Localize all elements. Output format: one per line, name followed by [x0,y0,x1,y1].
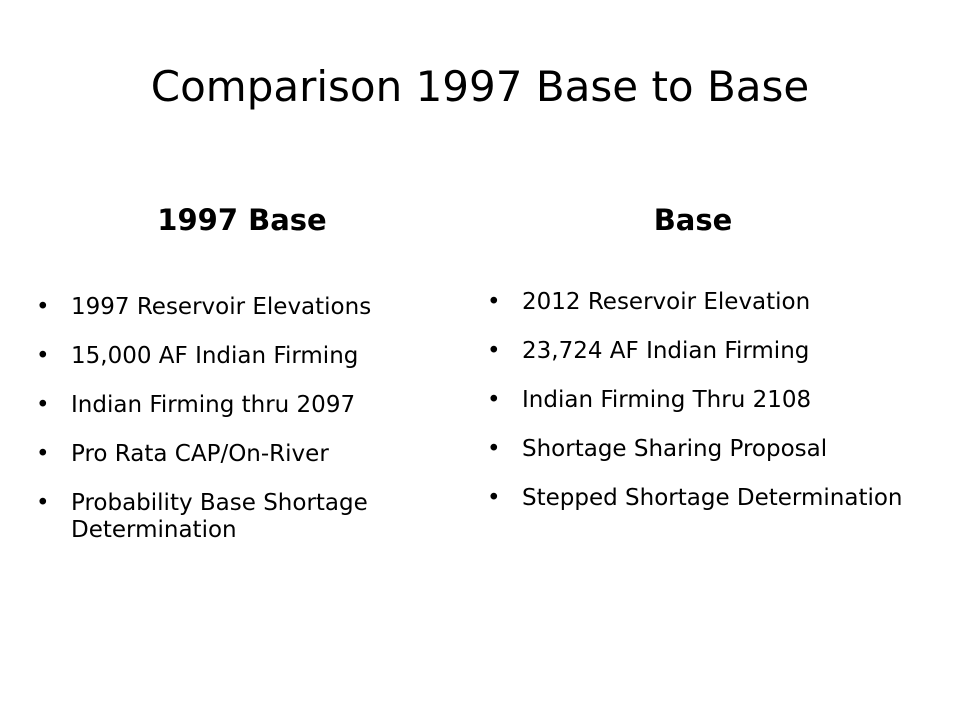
bullet-list: 2012 Reservoir Elevation 23,724 AF Indian… [483,289,903,512]
bullet-item: 1997 Reservoir Elevations [32,294,452,321]
bullet-item: Shortage Sharing Proposal [483,436,903,463]
bullet-item: 2012 Reservoir Elevation [483,289,903,316]
column-heading: 1997 Base [157,203,327,237]
bullet-item: Stepped Shortage Determination [483,485,903,512]
slide-title: Comparison 1997 Base to Base [150,62,810,111]
bullet-item: 23,724 AF Indian Firming [483,338,903,365]
bullet-item: Pro Rata CAP/On-River [32,441,452,468]
bullet-item: Indian Firming Thru 2108 [483,387,903,414]
bullet-list: 1997 Reservoir Elevations 15,000 AF India… [32,294,452,544]
bullet-item: Probability Base Shortage Determination [32,490,452,544]
column: Base 2012 Reservoir Elevation 23,724 AF I… [483,203,903,534]
column-heading: Base [653,203,733,237]
bullet-item: Indian Firming thru 2097 [32,392,452,419]
column: 1997 Base 1997 Reservoir Elevations 15,00… [32,203,452,566]
bullet-item: 15,000 AF Indian Firming [32,343,452,370]
